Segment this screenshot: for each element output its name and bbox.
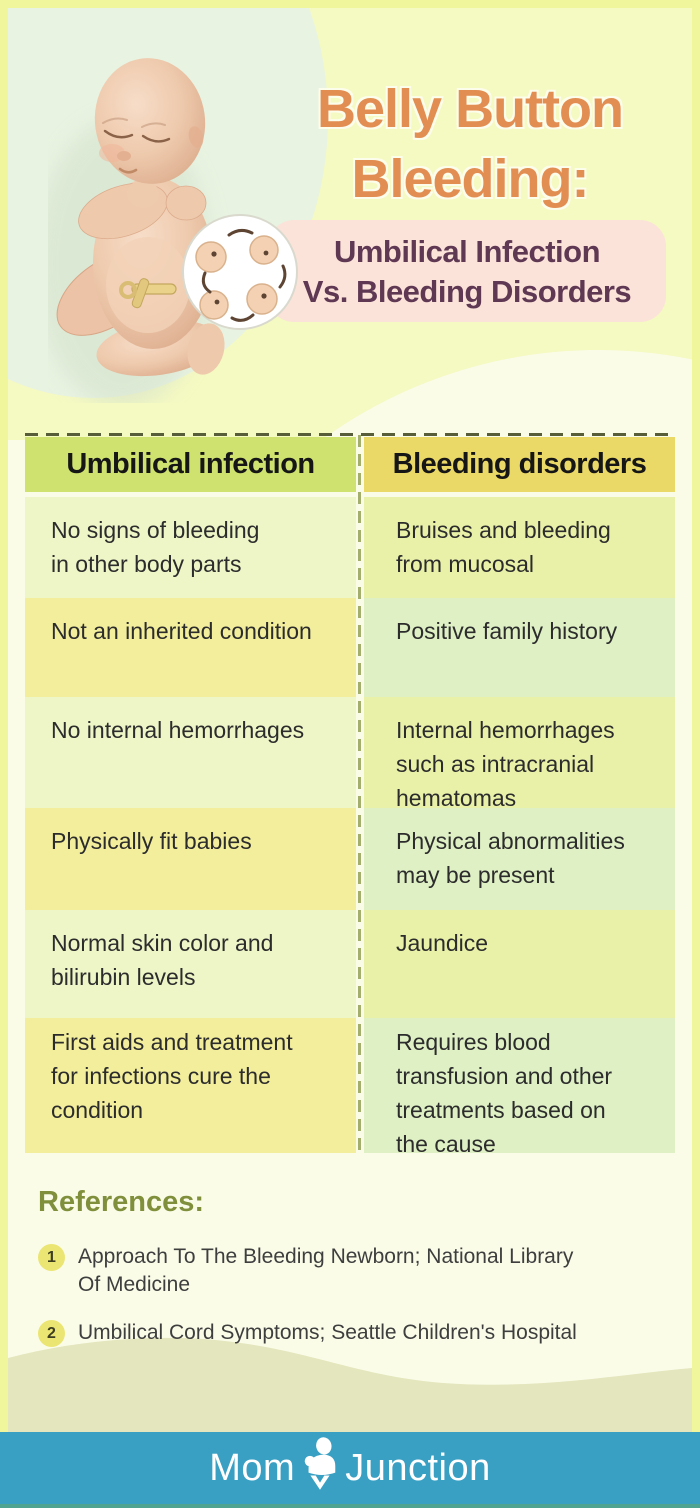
cell-umbilical: No internal hemorrhages xyxy=(25,697,356,808)
cell-umbilical: Not an inherited condition xyxy=(25,598,356,697)
mom-holding-baby-icon xyxy=(304,1437,336,1490)
table-row: No internal hemorrhages Internal hemorrh… xyxy=(25,697,675,811)
table-body: No signs of bleeding in other body parts… xyxy=(25,497,675,1157)
references-heading: References: xyxy=(38,1186,205,1218)
references-section: References: 1 Approach To The Bleeding N… xyxy=(38,1186,658,1367)
table-row: First aids and treatment for infections … xyxy=(25,1018,675,1157)
reference-text: Approach To The Bleeding Newborn; Nation… xyxy=(78,1245,574,1296)
cell-bleeding: Internal hemorrhages such as intracrania… xyxy=(364,697,675,811)
cell-umbilical: Physically fit babies xyxy=(25,808,356,910)
comparison-table: Umbilical infection Bleeding disorders N… xyxy=(25,433,675,1157)
reference-item: 2 Umbilical Cord Symptoms; Seattle Child… xyxy=(38,1319,658,1347)
table-top-dashed-border xyxy=(25,433,675,436)
poster-title: Belly Button Bleeding: xyxy=(317,79,624,209)
bottom-wave-decoration xyxy=(8,1337,692,1432)
poster-subtitle: Umbilical Infection Vs. Bleeding Disorde… xyxy=(302,234,632,309)
table-row: No signs of bleeding in other body parts… xyxy=(25,497,675,598)
cell-umbilical: Normal skin color and bilirubin levels xyxy=(25,910,356,1018)
momjunction-logo: Mom Junction xyxy=(0,1432,700,1504)
content-area: Belly Button Bleeding: Umbilical Infecti… xyxy=(8,8,692,1432)
column-header-umbilical-infection: Umbilical infection xyxy=(25,437,356,492)
newborn-baby-illustration xyxy=(48,58,225,403)
cell-bleeding: Bruises and bleeding from mucosal xyxy=(364,497,675,598)
logo-text-junction: Junction xyxy=(345,1446,491,1489)
table-row: Not an inherited condition Positive fami… xyxy=(25,598,675,697)
cell-bleeding: Positive family history xyxy=(364,598,675,697)
footer-bar: Mom Junction xyxy=(0,1432,700,1508)
table-column-divider xyxy=(358,435,361,1151)
cell-umbilical: First aids and treatment for infections … xyxy=(25,1018,356,1153)
column-header-bleeding-disorders: Bleeding disorders xyxy=(364,437,675,492)
reference-number-badge: 1 xyxy=(38,1244,65,1271)
cell-bleeding: Requires blood transfusion and other tre… xyxy=(364,1018,675,1157)
reference-text: Umbilical Cord Symptoms; Seattle Childre… xyxy=(78,1321,577,1344)
table-row: Physically fit babies Physical abnormali… xyxy=(25,808,675,910)
germ-cells-icon xyxy=(182,214,298,330)
cell-umbilical: No signs of bleeding in other body parts xyxy=(25,497,356,598)
reference-number-badge: 2 xyxy=(38,1320,65,1347)
logo-text-mom: Mom xyxy=(209,1446,296,1489)
cell-bleeding: Jaundice xyxy=(364,910,675,1018)
umbilical-clamp-icon xyxy=(119,278,177,309)
table-row: Normal skin color and bilirubin levels J… xyxy=(25,910,675,1018)
subtitle-panel: Umbilical Infection Vs. Bleeding Disorde… xyxy=(268,220,666,322)
reference-item: 1 Approach To The Bleeding Newborn; Nati… xyxy=(38,1243,658,1299)
table-header-row: Umbilical infection Bleeding disorders xyxy=(25,437,675,492)
cell-bleeding: Physical abnormalities may be present xyxy=(364,808,675,910)
